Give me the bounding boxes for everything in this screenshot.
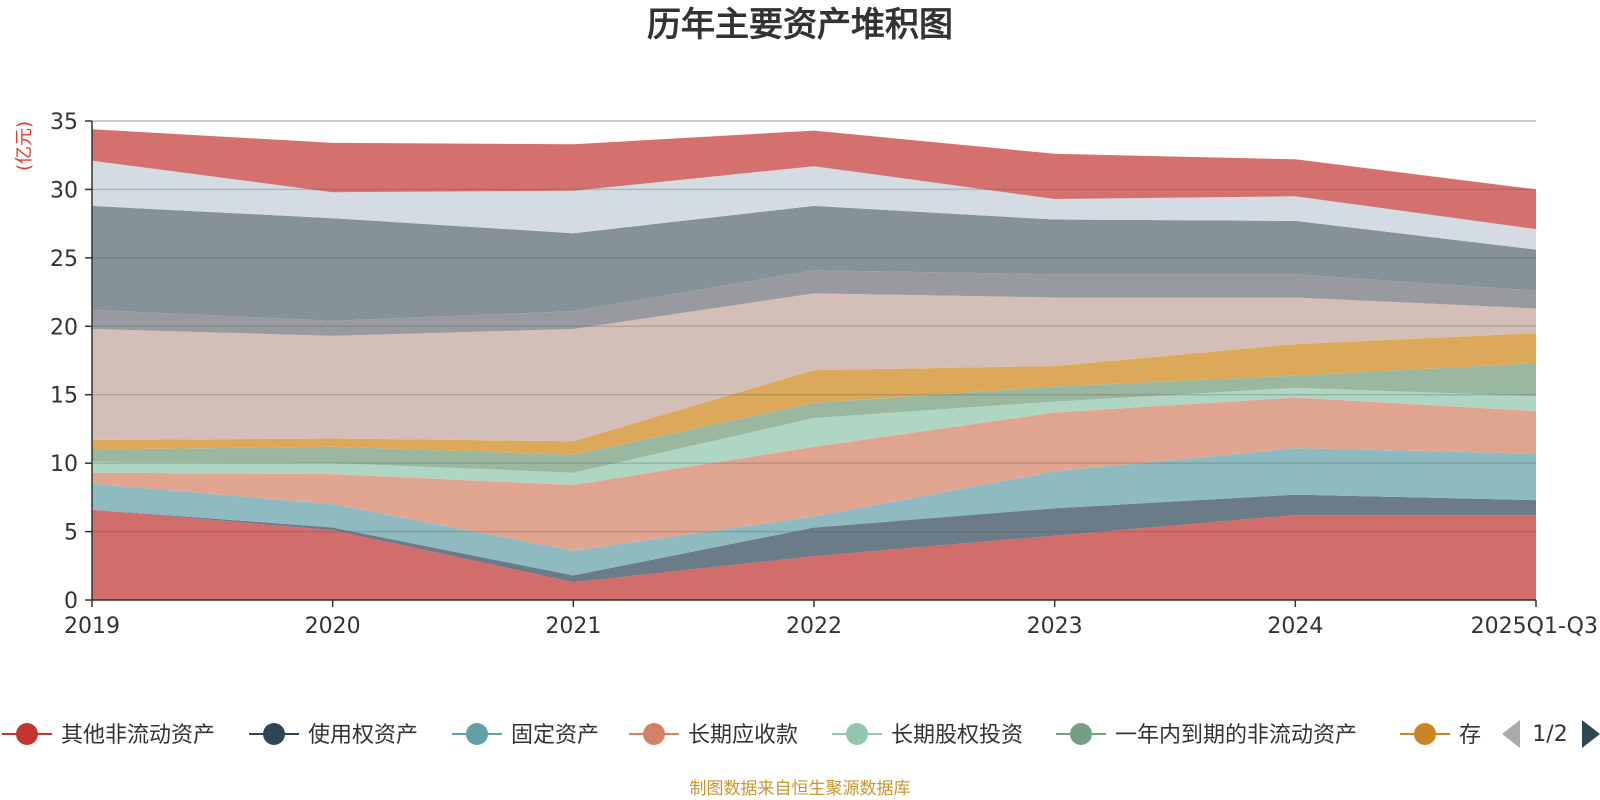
chart-title: 历年主要资产堆积图 <box>647 5 953 45</box>
legend-item-3[interactable]: 固定资产 <box>452 723 599 748</box>
area-series-6 <box>92 363 1536 473</box>
area-series-4 <box>92 397 1536 551</box>
y-tick-label: 20 <box>50 315 78 340</box>
x-tick-label: 2022 <box>786 614 842 639</box>
x-tick-label: 2023 <box>1027 614 1083 639</box>
y-tick-label: 0 <box>64 589 78 614</box>
legend-item-1[interactable]: 其他非流动资产 <box>2 723 215 748</box>
legend-prev-page-button[interactable] <box>1502 720 1520 748</box>
triangle-left-icon[interactable] <box>1502 720 1520 748</box>
legend-label: 使用权资产 <box>308 723 418 748</box>
y-tick-label: 5 <box>64 521 78 546</box>
legend-label: 存 <box>1459 723 1481 748</box>
area-series-1 <box>92 509 1536 600</box>
y-tick-label: 25 <box>50 247 78 272</box>
legend-item-2[interactable]: 使用权资产 <box>249 723 418 748</box>
legend-next-page-button[interactable] <box>1582 720 1600 748</box>
x-tick-label: 2021 <box>545 614 601 639</box>
data-source-note: 制图数据来自恒生聚源数据库 <box>690 779 911 799</box>
x-tick-label: 2019 <box>64 614 120 639</box>
legend-item-6[interactable]: 一年内到期的非流动资产 <box>1056 723 1357 748</box>
legend-item-4[interactable]: 长期应收款 <box>629 723 798 748</box>
legend-circle-icon <box>846 723 868 745</box>
y-tick-label: 10 <box>50 452 78 477</box>
y-tick-label: 15 <box>50 384 78 409</box>
legend-label: 长期股权投资 <box>891 723 1023 748</box>
area-series-8 <box>92 293 1536 442</box>
x-tick-label: 2024 <box>1267 614 1323 639</box>
legend-circle-icon <box>643 723 665 745</box>
area-series-3 <box>92 448 1536 576</box>
x-tick-label: 2020 <box>305 614 361 639</box>
grid-lines <box>92 120 1536 533</box>
axes: 0 5 10 15 20 25 30 35 2019 2020 2021 2022 2023 2024 20… <box>50 110 1598 639</box>
area-series-group <box>92 129 1536 600</box>
legend: 其他非流动资产 使用权资产 固定资产 长期应收款 长期股权投资 一年内到期的非流动资产 存 <box>2 723 1481 748</box>
legend-circle-icon <box>1414 723 1436 745</box>
area-series-11 <box>92 160 1536 250</box>
triangle-right-icon[interactable] <box>1582 720 1600 748</box>
y-tick-label: 30 <box>50 178 78 203</box>
area-series-5 <box>92 387 1536 485</box>
legend-page-indicator: 1/2 <box>1532 722 1567 747</box>
legend-item-5[interactable]: 长期股权投资 <box>832 723 1023 748</box>
area-series-10 <box>92 205 1536 321</box>
area-series-2 <box>92 494 1536 583</box>
x-tick-label: 2025Q1-Q3 <box>1471 614 1598 639</box>
legend-circle-icon <box>16 723 38 745</box>
legend-label: 固定资产 <box>511 723 599 748</box>
legend-circle-icon <box>466 723 488 745</box>
legend-label: 一年内到期的非流动资产 <box>1115 723 1357 748</box>
legend-item-7[interactable]: 存 <box>1400 723 1481 748</box>
area-series-12 <box>92 129 1536 230</box>
legend-label: 其他非流动资产 <box>61 723 215 748</box>
legend-circle-icon <box>1070 723 1092 745</box>
legend-label: 长期应收款 <box>688 723 798 748</box>
area-series-7 <box>92 333 1536 455</box>
y-tick-label: 35 <box>50 110 78 135</box>
legend-circle-icon <box>263 723 285 745</box>
area-series-9 <box>92 270 1536 336</box>
y-axis-unit-label: (亿元) <box>14 121 35 171</box>
